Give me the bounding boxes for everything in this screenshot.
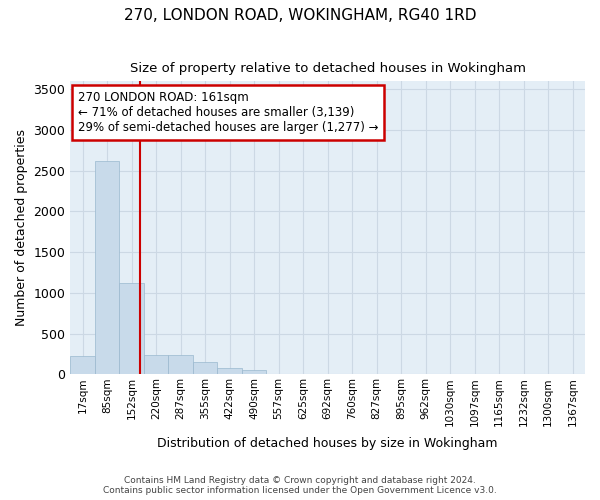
- Text: Contains HM Land Registry data © Crown copyright and database right 2024.
Contai: Contains HM Land Registry data © Crown c…: [103, 476, 497, 495]
- Bar: [144, 355, 169, 374]
- X-axis label: Distribution of detached houses by size in Wokingham: Distribution of detached houses by size …: [157, 437, 498, 450]
- Text: 270, LONDON ROAD, WOKINGHAM, RG40 1RD: 270, LONDON ROAD, WOKINGHAM, RG40 1RD: [124, 8, 476, 22]
- Text: 270 LONDON ROAD: 161sqm
← 71% of detached houses are smaller (3,139)
29% of semi: 270 LONDON ROAD: 161sqm ← 71% of detache…: [78, 91, 379, 134]
- Bar: [119, 283, 144, 374]
- Title: Size of property relative to detached houses in Wokingham: Size of property relative to detached ho…: [130, 62, 526, 76]
- Y-axis label: Number of detached properties: Number of detached properties: [15, 129, 28, 326]
- Bar: [95, 160, 119, 374]
- Bar: [217, 368, 242, 374]
- Bar: [169, 355, 193, 374]
- Bar: [193, 362, 217, 374]
- Bar: [70, 356, 95, 374]
- Bar: [242, 370, 266, 374]
